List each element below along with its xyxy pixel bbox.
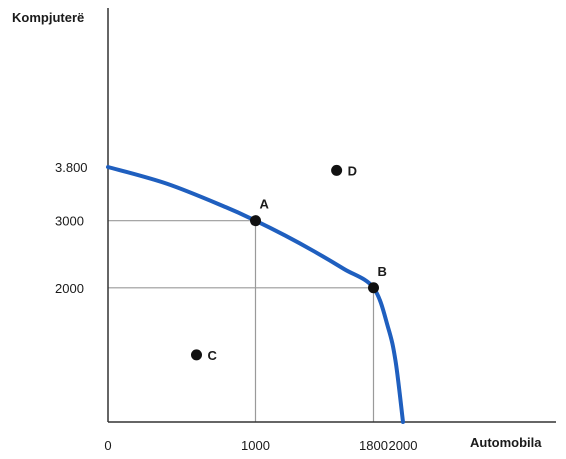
point-b (368, 282, 379, 294)
y-tick-label: 2000 (55, 281, 84, 296)
series-line-ppf (106, 165, 405, 424)
point-label-a: A (260, 197, 270, 212)
point-label-b: B (378, 264, 387, 279)
point-label-c: C (208, 348, 218, 363)
x-tick-label: 1000 (241, 438, 270, 453)
y-axis-label: Kompjuterë (12, 10, 84, 25)
point-a (250, 215, 261, 227)
points: A B C D (191, 163, 387, 363)
y-tick-label: 3000 (55, 214, 84, 229)
guide-lines (108, 220, 375, 422)
point-d (331, 164, 343, 176)
x-tick-label: 2000 (389, 438, 418, 453)
x-tick-label: 0 (104, 438, 111, 453)
y-tick-label: 3.800 (55, 160, 88, 175)
point-c (191, 349, 202, 361)
x-axis-label: Automobila (470, 435, 542, 450)
x-tick-label: 1800 (359, 438, 388, 453)
point-label-d: D (348, 163, 357, 178)
